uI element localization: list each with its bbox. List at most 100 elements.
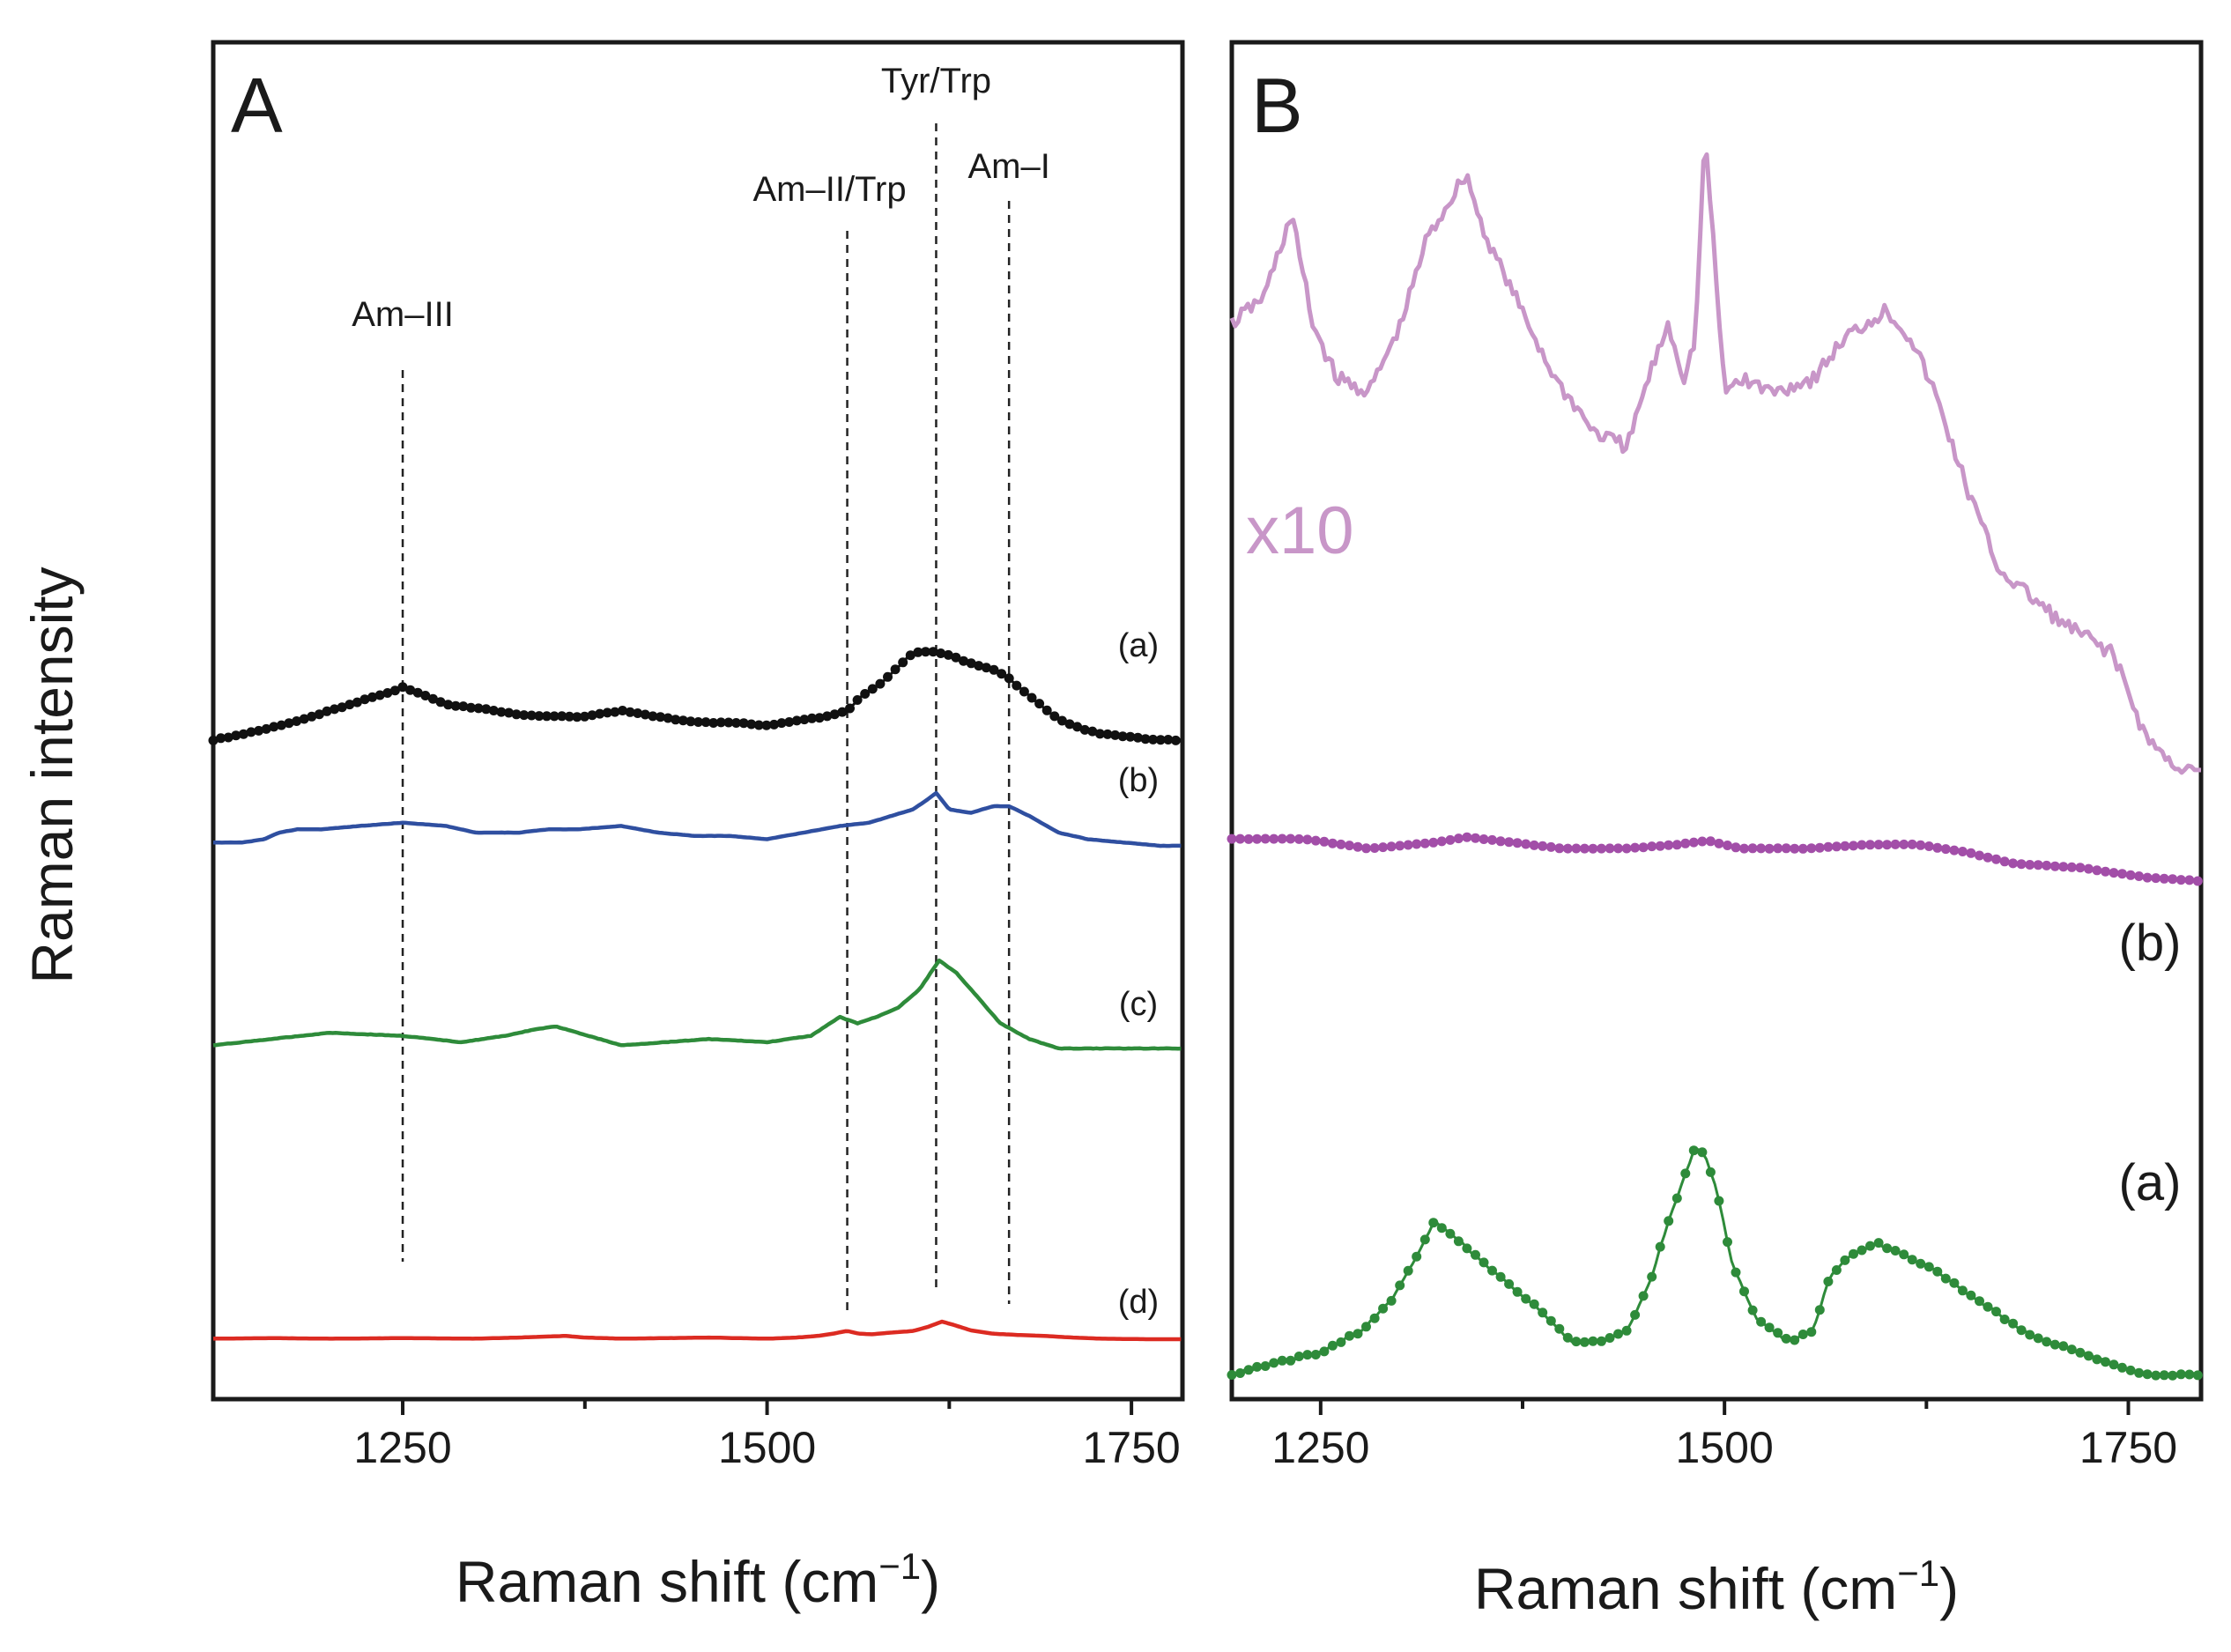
data-point	[1655, 841, 1665, 851]
data-point	[1412, 839, 1422, 849]
data-point	[1966, 848, 1976, 858]
data-point	[1714, 1196, 1724, 1206]
data-point	[238, 729, 248, 739]
data-point	[2092, 1354, 2102, 1365]
data-point	[2168, 1370, 2178, 1381]
data-point	[1453, 833, 1464, 844]
panel-b-frame	[1229, 40, 2204, 1402]
data-point	[367, 692, 378, 702]
data-point	[974, 661, 984, 671]
data-point	[2142, 872, 2153, 883]
data-point	[1386, 1295, 1397, 1306]
data-point	[1991, 1307, 2001, 1317]
data-point	[1310, 835, 1321, 846]
data-point	[1445, 1228, 1456, 1239]
data-point	[1680, 838, 1691, 848]
data-point	[2184, 875, 2195, 885]
data-point	[2008, 1318, 2019, 1329]
data-point	[700, 717, 711, 728]
data-point	[1899, 839, 1909, 849]
data-point	[458, 701, 469, 712]
data-point	[648, 711, 658, 722]
data-point	[1831, 841, 1842, 852]
data-point	[292, 716, 302, 726]
data-point	[1293, 1352, 1304, 1361]
data-point	[640, 709, 650, 720]
x-tick-label: 1250	[1271, 1423, 1369, 1472]
data-point	[1319, 836, 1330, 847]
data-point	[1714, 838, 1724, 848]
data-point	[1747, 1305, 1758, 1315]
data-point	[1163, 735, 1174, 745]
annotation-tyr-trp: Tyr/Trp	[881, 62, 991, 100]
data-point	[307, 711, 317, 722]
data-point	[1545, 841, 1556, 852]
data-point	[564, 711, 574, 722]
data-point	[1680, 1168, 1691, 1179]
data-point	[1479, 1257, 1489, 1268]
data-point	[686, 716, 696, 727]
data-point	[1605, 1333, 1615, 1343]
data-point	[1378, 1303, 1389, 1314]
series-label-a: (a)	[1118, 627, 1159, 664]
data-point	[1386, 841, 1397, 852]
data-point	[330, 704, 340, 715]
data-point	[1538, 841, 1548, 851]
data-point	[610, 707, 620, 717]
data-point	[337, 702, 347, 713]
data-point	[1319, 1346, 1330, 1357]
data-point	[1638, 842, 1649, 853]
data-point	[2101, 866, 2110, 877]
data-point	[1369, 1313, 1380, 1323]
data-point	[678, 715, 688, 726]
panel-a-x-axis: 1250 1500 1750	[353, 1399, 1181, 1472]
x-tick-label: 1250	[353, 1423, 451, 1472]
data-point	[1227, 833, 1237, 844]
data-point	[2125, 1365, 2136, 1375]
data-point	[1949, 845, 1960, 856]
data-point	[1764, 843, 1775, 854]
data-point	[2125, 870, 2136, 880]
data-point	[2159, 873, 2169, 884]
series-label-a: (a)	[2119, 1154, 2182, 1211]
data-point	[1940, 1273, 1951, 1284]
data-point	[1882, 1243, 1893, 1254]
data-point	[1579, 843, 1590, 854]
data-point	[557, 711, 567, 722]
data-point	[223, 732, 233, 743]
data-point	[989, 664, 999, 675]
data-point	[1571, 1337, 1582, 1347]
data-point	[208, 735, 219, 745]
data-point	[829, 709, 840, 720]
data-point	[1697, 836, 1708, 847]
data-point	[618, 706, 627, 715]
data-point	[1999, 856, 2010, 867]
data-point	[1327, 838, 1338, 848]
data-point	[845, 703, 855, 714]
data-point	[1504, 837, 1515, 848]
data-point	[1916, 840, 1926, 850]
annotation-am-i: Am–I	[967, 147, 1049, 186]
data-point	[1932, 1266, 1943, 1277]
data-point	[1865, 1241, 1875, 1251]
data-point	[1353, 841, 1363, 852]
data-point	[1336, 1337, 1346, 1347]
data-point	[466, 702, 476, 713]
data-point	[1521, 1293, 1531, 1304]
data-point	[1056, 715, 1067, 726]
data-point	[776, 718, 787, 729]
data-point	[936, 648, 946, 658]
panel-b-series: (b) (a)	[1227, 152, 2203, 1381]
data-point	[1756, 843, 1767, 854]
data-point	[1655, 1241, 1665, 1252]
data-point	[1094, 729, 1105, 739]
data-point	[1286, 1355, 1296, 1366]
data-point	[1588, 843, 1598, 854]
data-point	[1512, 838, 1523, 848]
data-point	[587, 710, 597, 721]
data-point	[860, 689, 871, 699]
annotation-am-iii: Am–III	[352, 295, 454, 334]
data-point	[921, 647, 930, 657]
data-point	[526, 710, 537, 721]
data-point	[595, 708, 605, 719]
